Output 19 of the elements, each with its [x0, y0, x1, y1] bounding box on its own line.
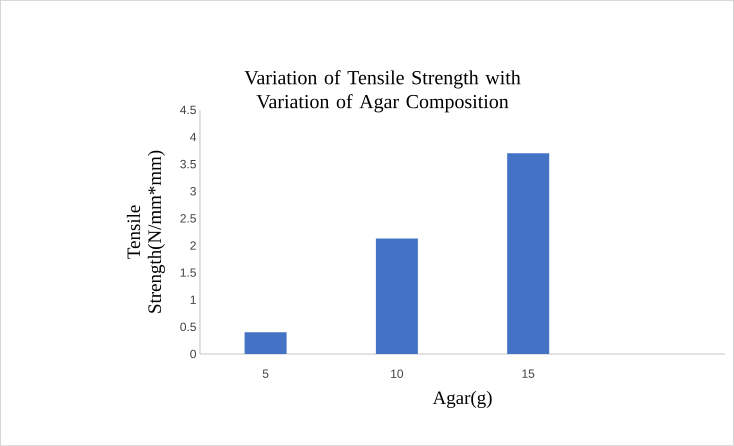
- x-tick-label: 5: [262, 370, 268, 378]
- y-tick-label: 0: [190, 350, 196, 358]
- bar: [244, 332, 287, 354]
- bar: [507, 153, 550, 354]
- x-axis-title: Agar(g): [432, 390, 492, 408]
- y-tick-label: 3.5: [180, 160, 196, 168]
- x-tick-label: 10: [391, 370, 404, 378]
- x-tick-label: 15: [522, 370, 534, 378]
- y-tick-label: 0.5: [180, 322, 196, 332]
- y-axis-title: Tensile Strength(N/mm*mm): [126, 150, 165, 313]
- y-tick-label: 1: [190, 296, 196, 304]
- y-tick-label: 3: [190, 187, 196, 196]
- y-tick-label: 4.5: [180, 106, 196, 114]
- bar: [376, 238, 418, 354]
- y-tick-label: 2: [190, 241, 196, 250]
- chart-title: Variation of Tensile Strength with Variation of Agar Composition: [244, 70, 521, 112]
- y-tick-label: 4: [190, 132, 196, 142]
- y-tick-label: 2.5: [180, 214, 196, 223]
- y-tick-label: 1.5: [180, 268, 196, 277]
